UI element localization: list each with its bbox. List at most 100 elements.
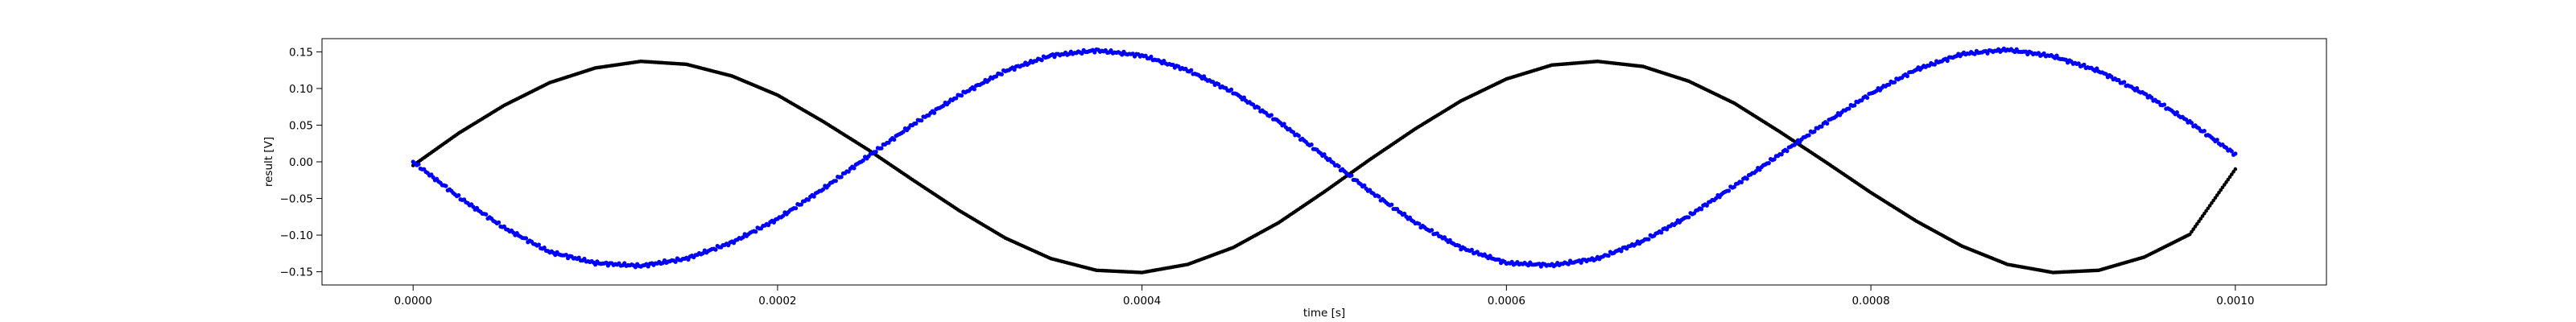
series-0-point <box>2220 185 2225 190</box>
series-1-point <box>1566 262 1571 266</box>
series-1-point <box>914 121 919 126</box>
series-0-point <box>2197 219 2201 224</box>
series-1-point <box>416 162 421 167</box>
series-1-point <box>799 202 803 207</box>
series-1-point <box>1216 82 1221 87</box>
series-1-point <box>1402 211 1407 217</box>
y-tick-label: −0.15 <box>280 266 313 279</box>
series-1-point <box>741 235 745 240</box>
series-1-point <box>1794 141 1798 146</box>
series-0-point <box>2215 193 2219 197</box>
series-1-point <box>781 213 786 218</box>
series-1-point <box>1322 152 1327 157</box>
series-1-point <box>496 220 502 225</box>
series-1-point <box>1825 121 1830 126</box>
series-1-point <box>861 158 865 163</box>
series-0-point <box>2222 183 2227 187</box>
series-0-point <box>2217 190 2221 195</box>
series-1-point <box>1241 95 1246 100</box>
series-1-point <box>1417 221 1422 226</box>
series-0-point <box>2227 175 2232 180</box>
series-1-point <box>1772 157 1777 162</box>
series-1-point <box>536 242 541 247</box>
series-layer <box>411 46 2238 275</box>
series-1-point <box>999 72 1004 76</box>
series-0-point <box>2210 200 2214 205</box>
series-1-point <box>1389 202 1394 207</box>
series-1-point <box>1256 105 1261 110</box>
series-1-point <box>820 187 826 192</box>
series-1-point <box>1606 254 1611 258</box>
series-1-point <box>873 150 878 155</box>
series-0-point <box>2202 211 2207 216</box>
x-axis: 0.0000 0.0002 0.0004 0.0006 0.0008 0.0010 <box>394 285 2254 308</box>
series-0 <box>411 59 2238 275</box>
series-0-point <box>2187 232 2192 237</box>
series-1-point <box>931 110 937 115</box>
series-1-point <box>1456 243 1462 248</box>
series-1-point <box>2082 62 2087 67</box>
series-0-point <box>2233 167 2238 171</box>
series-1-point <box>1726 188 1732 193</box>
series-0-point <box>2206 206 2211 211</box>
series-1-point <box>2161 102 2167 107</box>
series-1-point <box>1864 95 1870 101</box>
series-1-point <box>806 197 811 202</box>
series-1-point <box>1744 176 1749 181</box>
series-0-point <box>2191 227 2196 231</box>
series-1-point <box>1012 67 1017 72</box>
series-1-point <box>2144 92 2149 97</box>
series-1-point <box>793 206 799 211</box>
series-1-point <box>1785 149 1790 154</box>
series-0-point <box>2226 177 2231 182</box>
series-1-point <box>879 146 884 151</box>
series-1-point <box>1469 247 1474 252</box>
series-0-point <box>2194 221 2199 226</box>
series-1-point <box>444 184 448 188</box>
y-tick-label: 0.00 <box>289 156 313 169</box>
series-1-point <box>1659 230 1664 235</box>
series-1-point <box>1704 203 1709 208</box>
series-1-point <box>2122 80 2127 85</box>
series-1-point <box>1732 184 1736 189</box>
x-tick-label: 0.0002 <box>758 295 796 308</box>
series-1-point <box>1887 82 1892 87</box>
series-1-point <box>753 229 758 234</box>
series-1-point <box>1892 80 1897 85</box>
series-1-point <box>1269 113 1274 118</box>
series-1-point <box>1847 106 1852 111</box>
y-tick-label: −0.10 <box>280 229 313 242</box>
series-1-point <box>1779 152 1784 157</box>
series-1-point <box>919 118 924 123</box>
series-1-point <box>2103 72 2108 76</box>
series-1-point <box>1251 102 1256 107</box>
series-0-point <box>2211 198 2215 203</box>
x-tick-label: 0.0000 <box>394 295 432 308</box>
series-1 <box>411 46 2238 270</box>
series-0-point <box>2193 225 2198 229</box>
series-1-point <box>811 194 816 199</box>
x-tick-label: 0.0004 <box>1123 295 1161 308</box>
series-0-point <box>2204 208 2208 213</box>
series-1-point <box>2189 121 2194 126</box>
series-1-point <box>2202 129 2207 134</box>
series-0-point <box>2190 229 2194 234</box>
series-1-point <box>972 87 976 92</box>
series-0-point <box>2213 196 2218 200</box>
series-1-point <box>1579 260 1583 265</box>
x-axis-label: time [s] <box>1303 307 1345 320</box>
series-1-point <box>1753 168 1759 174</box>
series-1-point <box>564 253 568 258</box>
series-1-point <box>673 259 678 264</box>
series-1-point <box>523 236 529 241</box>
series-1-point <box>1349 173 1354 178</box>
series-0-point <box>2224 180 2228 184</box>
series-1-point <box>1336 163 1341 169</box>
series-0-point <box>2200 214 2205 218</box>
x-tick-label: 0.0008 <box>1852 295 1889 308</box>
series-1-point <box>1739 180 1744 185</box>
series-1-point <box>1905 73 1909 79</box>
series-1-point <box>1619 249 1624 254</box>
series-1-point <box>954 96 959 101</box>
